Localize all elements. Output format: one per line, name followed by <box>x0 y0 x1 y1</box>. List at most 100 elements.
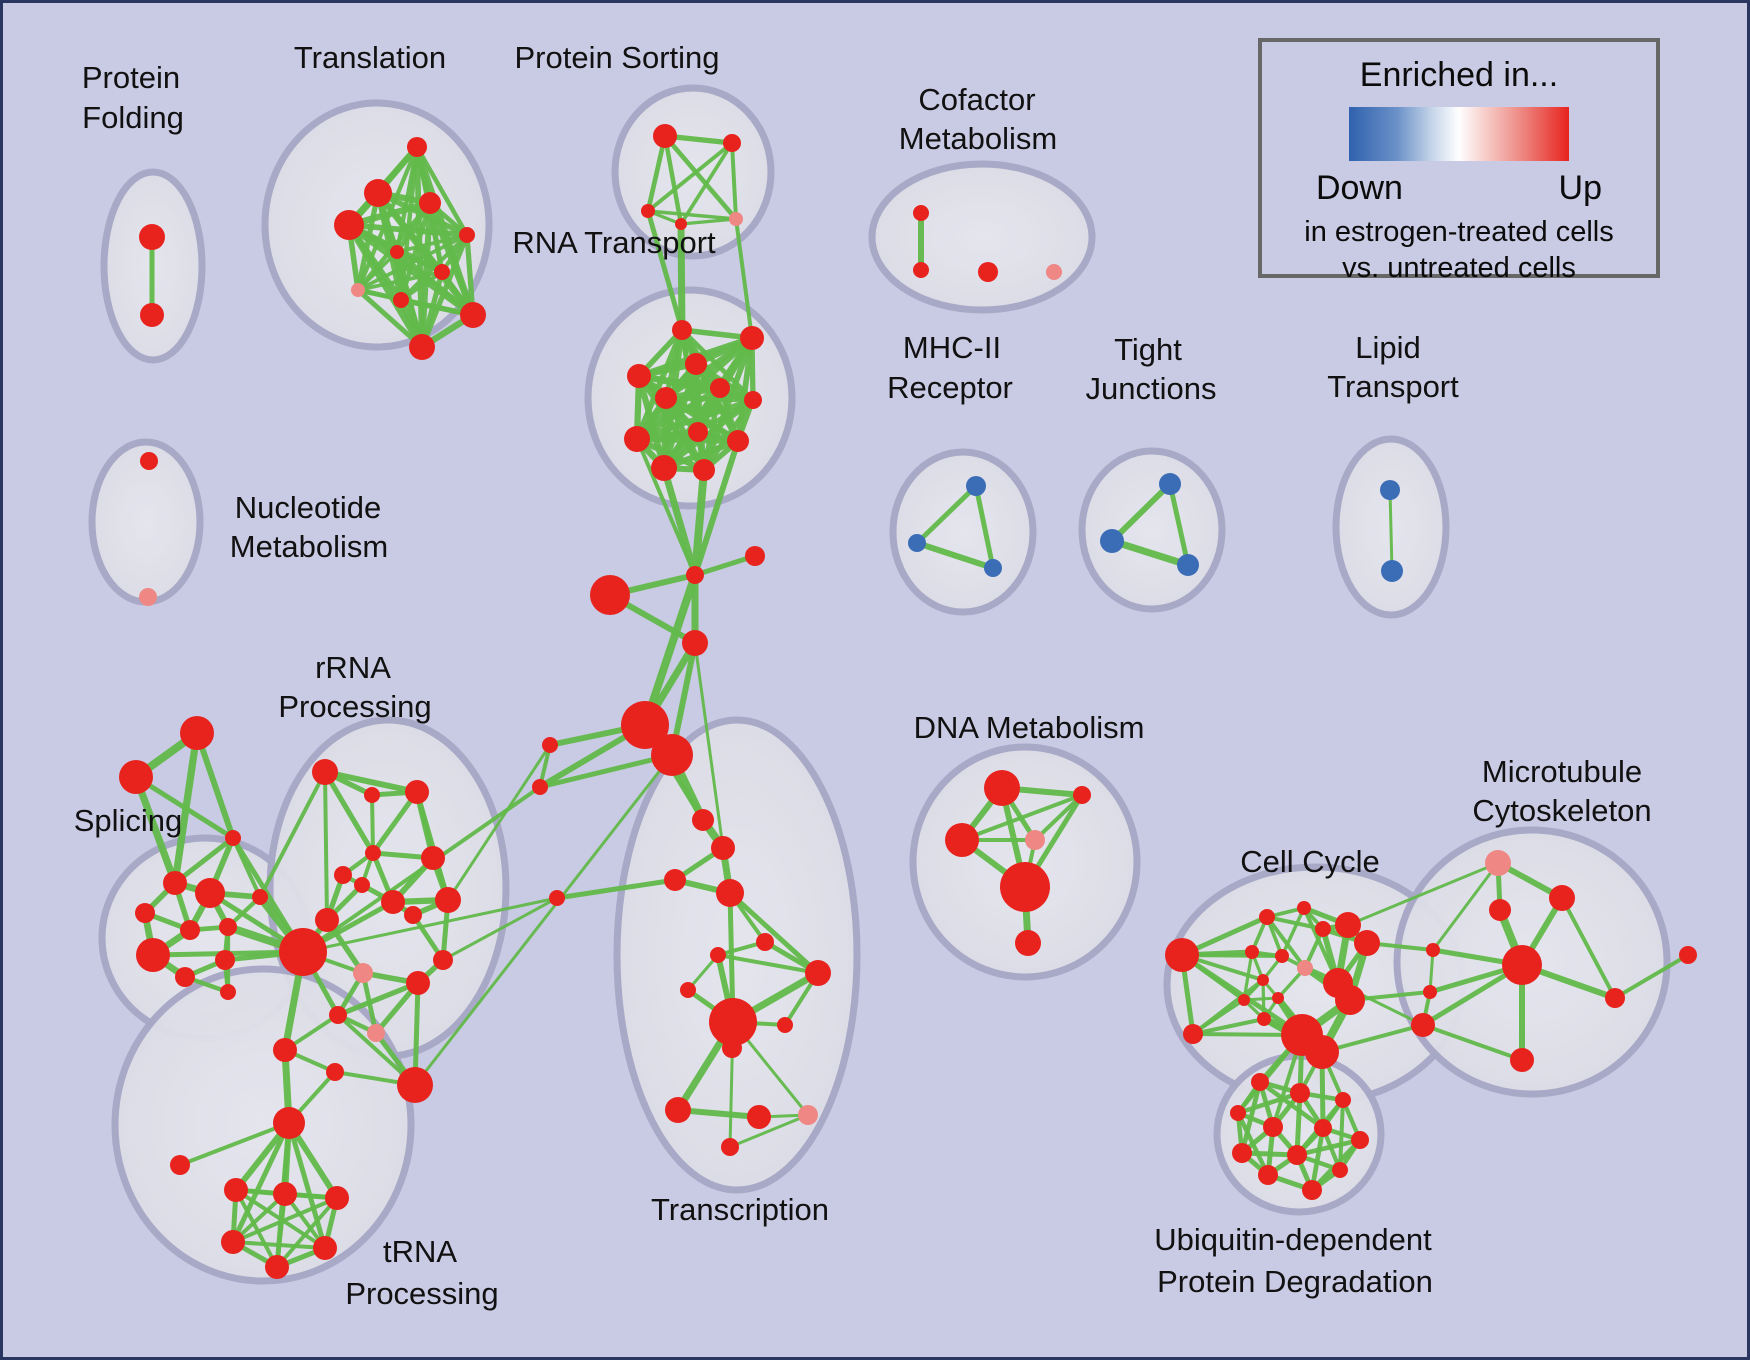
cluster-label-protein_folding: Protein <box>82 60 180 95</box>
edge-trna_processing <box>286 1120 328 1251</box>
legend-down-label: Down <box>1316 169 1403 207</box>
network-node-ubiquitin_degradation <box>1251 1073 1269 1091</box>
network-node-translation <box>407 137 427 157</box>
network-node-tight_junctions <box>1177 554 1199 576</box>
network-node-dna_metabolism <box>984 770 1020 806</box>
edge-protein_sorting <box>662 133 739 222</box>
network-node-transcription <box>798 1105 818 1125</box>
network-node-protein_folding <box>139 224 165 250</box>
network-node-rna_transport <box>627 364 651 388</box>
network-node-splicing <box>180 920 200 940</box>
network-node-rrna_processing <box>354 877 370 893</box>
edge-translation <box>356 250 399 292</box>
edge-rrna_processing-to-junction <box>413 753 674 1087</box>
edge-mhc_ii_receptor <box>914 540 996 571</box>
edge-splicing <box>172 835 236 886</box>
network-node-rrna_processing <box>364 787 380 803</box>
network-nodes-layer <box>119 124 1697 1279</box>
edge-tight_junctions <box>1108 537 1192 569</box>
network-node-ubiquitin_degradation <box>1287 1145 1307 1165</box>
edge-rna_transport-to-junction <box>635 437 697 577</box>
edge-translation <box>346 222 470 238</box>
network-node-splicing <box>135 903 155 923</box>
network-node-rna_transport <box>688 422 708 442</box>
edge-microtubule_cytoskeleton <box>1560 896 1617 1000</box>
cluster-label-tight_junctions: Junctions <box>1086 371 1217 406</box>
edge-trna_processing <box>275 1192 287 1269</box>
edge-protein_sorting <box>645 133 668 214</box>
network-node-junction <box>745 546 765 566</box>
network-node-trna_processing <box>273 1182 297 1206</box>
edge-protein_sorting <box>679 141 734 226</box>
network-node-trna_processing <box>273 1107 305 1139</box>
network-node-microtubule_cytoskeleton <box>1411 1013 1435 1037</box>
network-node-microtubule_cytoskeleton <box>1605 988 1625 1008</box>
cluster-ellipse-transcription <box>613 716 861 1194</box>
network-node-cell_cycle <box>1354 930 1380 956</box>
network-node-trna_processing <box>265 1255 289 1279</box>
network-node-ubiquitin_degradation <box>1302 1180 1322 1200</box>
cluster-label-trna_processing: Processing <box>345 1276 498 1311</box>
network-node-cell_cycle <box>1183 1024 1203 1044</box>
legend-box: Enriched in... Down Up in estrogen-treat… <box>1258 38 1660 284</box>
cluster-label-splicing: Splicing <box>74 803 183 838</box>
edge-trna_processing <box>231 1240 327 1250</box>
network-node-transcription <box>665 1097 691 1123</box>
edge-lipid_transport <box>1388 488 1394 573</box>
edge-translation <box>394 249 476 318</box>
legend-gradient-bar <box>1349 107 1569 161</box>
edge-ubiquitin_degradation <box>1235 1090 1303 1116</box>
cluster-label-microtubule_cytoskeleton: Cytoskeleton <box>1472 793 1651 828</box>
edge-rna_transport <box>663 395 756 403</box>
network-node-nucleotide_metabolism <box>140 452 158 470</box>
network-node-cell_cycle <box>1259 909 1275 925</box>
network-node-junction <box>549 890 565 906</box>
edge-splicing <box>132 773 179 887</box>
cluster-label-tight_junctions: Tight <box>1114 332 1182 367</box>
edge-translation <box>355 287 425 350</box>
cluster-label-cofactor_metabolism: Metabolism <box>899 121 1058 156</box>
network-node-ubiquitin_degradation <box>1232 1143 1252 1163</box>
network-node-transcription <box>722 1038 742 1058</box>
network-node-protein_sorting <box>729 212 743 226</box>
network-node-protein_sorting <box>653 124 677 148</box>
network-node-cofactor_metabolism <box>913 205 929 221</box>
network-node-cell_cycle <box>1238 994 1250 1006</box>
network-node-splicing <box>136 938 170 972</box>
edge-dna_metabolism <box>960 793 1084 842</box>
network-node-ubiquitin_degradation <box>1314 1119 1332 1137</box>
edge-splicing <box>171 729 201 887</box>
cluster-label-ubiquitin_degradation: Ubiquitin-dependent <box>1154 1222 1432 1257</box>
network-node-dna_metabolism <box>1073 786 1091 804</box>
edge-translation <box>464 232 476 318</box>
network-node-microtubule_cytoskeleton <box>1426 943 1440 957</box>
network-node-rrna_processing <box>404 906 422 924</box>
network-node-rrna_processing <box>312 759 338 785</box>
network-node-cofactor_metabolism <box>913 262 929 278</box>
network-node-rna_transport <box>655 387 677 409</box>
edge-protein_sorting <box>730 141 738 221</box>
edge-cell_cycle <box>1280 906 1306 958</box>
network-node-translation <box>351 283 365 297</box>
network-node-rrna_processing <box>353 963 373 983</box>
network-node-microtubule_cytoskeleton <box>1679 946 1697 964</box>
network-node-protein_sorting <box>641 204 655 218</box>
network-node-dna_metabolism <box>1000 862 1050 912</box>
legend-subtitle-line1: in estrogen-treated cells <box>1304 216 1614 248</box>
edge-protein_sorting-to-rna_transport <box>645 208 685 333</box>
cluster-label-cofactor_metabolism: Cofactor <box>918 82 1035 117</box>
edge-rna_transport-to-junction <box>692 438 741 578</box>
network-node-rrna_processing <box>433 950 453 970</box>
network-node-splicing <box>119 760 153 794</box>
network-node-cell_cycle <box>1257 974 1269 986</box>
edge-rna_transport-to-junction <box>691 466 708 579</box>
cluster-label-protein_sorting: Protein Sorting <box>514 40 719 75</box>
network-node-ubiquitin_degradation <box>1230 1105 1246 1121</box>
cluster-label-rrna_processing: Processing <box>278 689 431 724</box>
network-node-rna_transport <box>693 459 715 481</box>
network-node-translation <box>409 334 435 360</box>
network-node-rrna_processing <box>397 1067 433 1103</box>
network-node-microtubule_cytoskeleton <box>1489 899 1511 921</box>
network-node-translation <box>334 210 364 240</box>
